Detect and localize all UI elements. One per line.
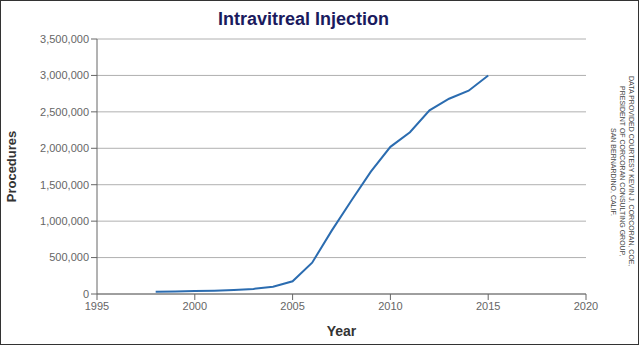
svg-text:3,500,000: 3,500,000 — [40, 33, 89, 45]
svg-text:2000: 2000 — [183, 300, 207, 312]
svg-text:Year: Year — [327, 323, 357, 339]
svg-text:1995: 1995 — [85, 300, 109, 312]
svg-text:Procedures: Procedures — [8, 131, 19, 203]
svg-text:2,000,000: 2,000,000 — [40, 142, 89, 154]
svg-text:2010: 2010 — [378, 300, 402, 312]
svg-text:500,000: 500,000 — [49, 251, 89, 263]
svg-text:1,000,000: 1,000,000 — [40, 215, 89, 227]
svg-text:2020: 2020 — [574, 300, 598, 312]
svg-text:1,500,000: 1,500,000 — [40, 179, 89, 191]
svg-text:2015: 2015 — [476, 300, 500, 312]
html-text:SAN BERNARDINO, CALIF.: SAN BERNARDINO, CALIF. — [610, 127, 617, 216]
html-text:PRESIDENT OF CORCORAN CONSULTI: PRESIDENT OF CORCORAN CONSULTING GROUP, — [619, 86, 626, 257]
svg-text:0: 0 — [83, 288, 89, 300]
svg-text:2005: 2005 — [280, 300, 304, 312]
svg-text:3,000,000: 3,000,000 — [40, 69, 89, 81]
html-text:Intravitreal Injection: Intravitreal Injection — [218, 9, 389, 29]
svg-text:2,500,000: 2,500,000 — [40, 106, 89, 118]
html-text:DATA PROVIDED COURTESY KEVIN J: DATA PROVIDED COURTESY KEVIN J. CORCORAN… — [628, 76, 635, 267]
